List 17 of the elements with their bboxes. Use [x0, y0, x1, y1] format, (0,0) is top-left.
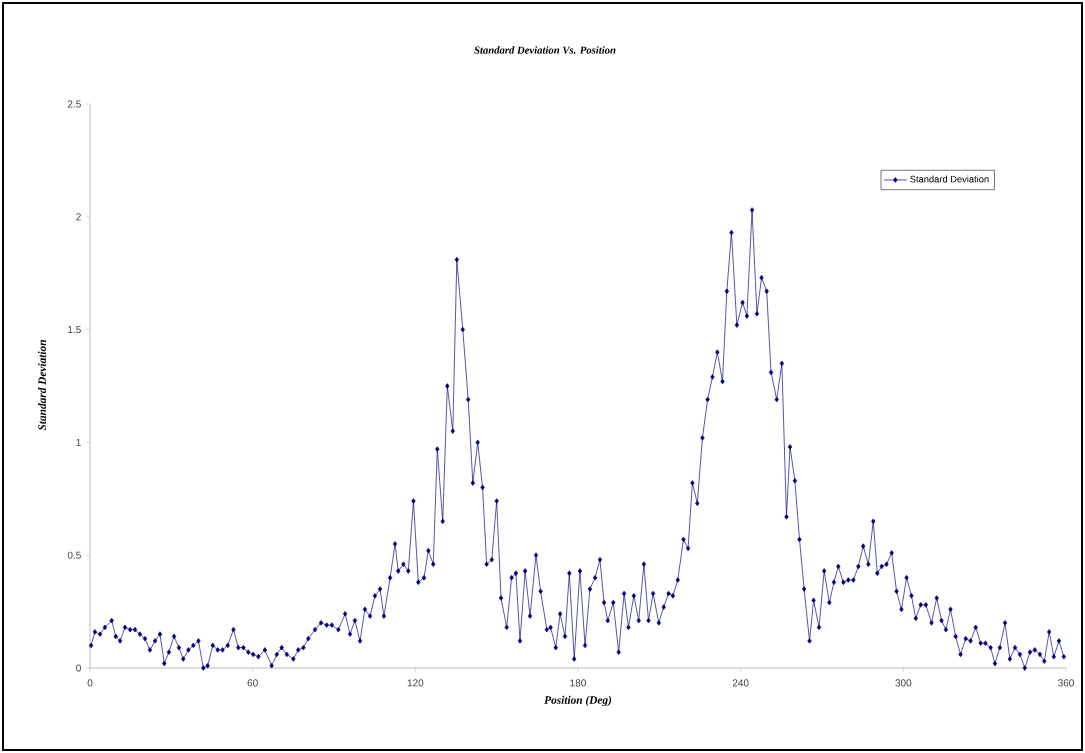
chart-title: Standard Deviation Vs. Position: [474, 46, 616, 54]
x-tick-label: 360: [1058, 679, 1074, 687]
y-tick-label: 0.5: [67, 551, 81, 559]
x-tick-label: 120: [407, 679, 424, 687]
legend-label: Standard Deviation: [910, 175, 989, 183]
x-tick-label: 0: [87, 679, 93, 687]
y-tick-label: 1: [76, 438, 81, 446]
y-tick-label: 2.5: [67, 100, 81, 108]
x-tick-label: 300: [895, 679, 912, 687]
y-tick-label: 1.5: [68, 326, 81, 334]
y-axis-title: Standard Deviation: [38, 340, 47, 431]
x-axis-title: Position (Deg): [544, 695, 612, 707]
x-tick-label: 180: [570, 679, 586, 687]
y-tick-label: 2: [76, 213, 81, 221]
y-tick-label: 0: [76, 664, 81, 672]
x-tick-label: 240: [732, 679, 749, 687]
x-tick-label: 60: [247, 679, 258, 687]
